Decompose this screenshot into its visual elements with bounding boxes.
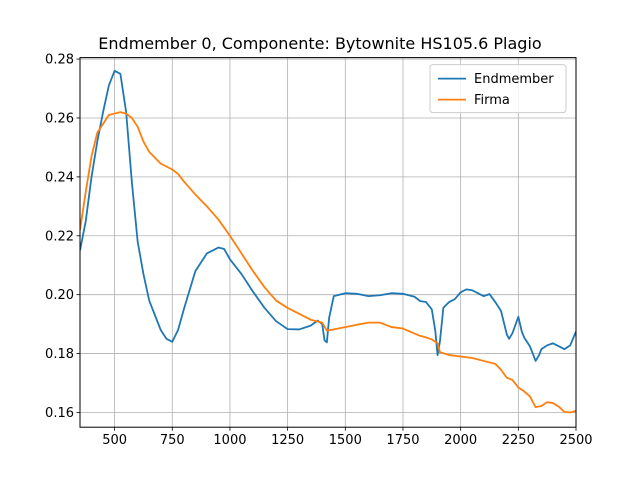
x-axis: 500 750 1000 1250 1500 1750 2000 2250 2500 bbox=[102, 427, 593, 448]
x-tick-label: 750 bbox=[160, 433, 185, 448]
x-tick-label: 1500 bbox=[329, 433, 362, 448]
y-tick-label: 0.20 bbox=[45, 288, 74, 303]
x-tick-label: 2000 bbox=[444, 433, 477, 448]
x-tick-label: 500 bbox=[102, 433, 127, 448]
legend-label-endmember: Endmember bbox=[474, 72, 554, 87]
y-axis: 0.16 0.18 0.20 0.22 0.24 0.26 0.28 bbox=[45, 53, 80, 421]
y-tick-label: 0.22 bbox=[45, 229, 74, 244]
legend: Endmember Firma bbox=[429, 64, 567, 114]
y-tick-label: 0.16 bbox=[45, 406, 74, 421]
x-tick-label: 2500 bbox=[559, 433, 592, 448]
series-line-endmember bbox=[80, 69, 576, 362]
series-layer bbox=[80, 69, 576, 414]
series-line-firma bbox=[80, 111, 576, 414]
legend-box bbox=[429, 64, 567, 114]
x-tick-label: 1750 bbox=[386, 433, 419, 448]
chart-title: Endmember 0, Componente: Bytownite HS105… bbox=[98, 34, 541, 53]
y-tick-label: 0.28 bbox=[45, 53, 74, 68]
y-tick-label: 0.18 bbox=[45, 347, 74, 362]
y-tick-label: 0.26 bbox=[45, 111, 74, 126]
x-tick-label: 2250 bbox=[502, 433, 535, 448]
legend-label-firma: Firma bbox=[474, 93, 510, 108]
x-tick-label: 1250 bbox=[271, 433, 304, 448]
grid bbox=[80, 57, 577, 428]
y-tick-label: 0.24 bbox=[45, 170, 74, 185]
x-tick-label: 1000 bbox=[213, 433, 246, 448]
plot-frame bbox=[79, 57, 577, 428]
